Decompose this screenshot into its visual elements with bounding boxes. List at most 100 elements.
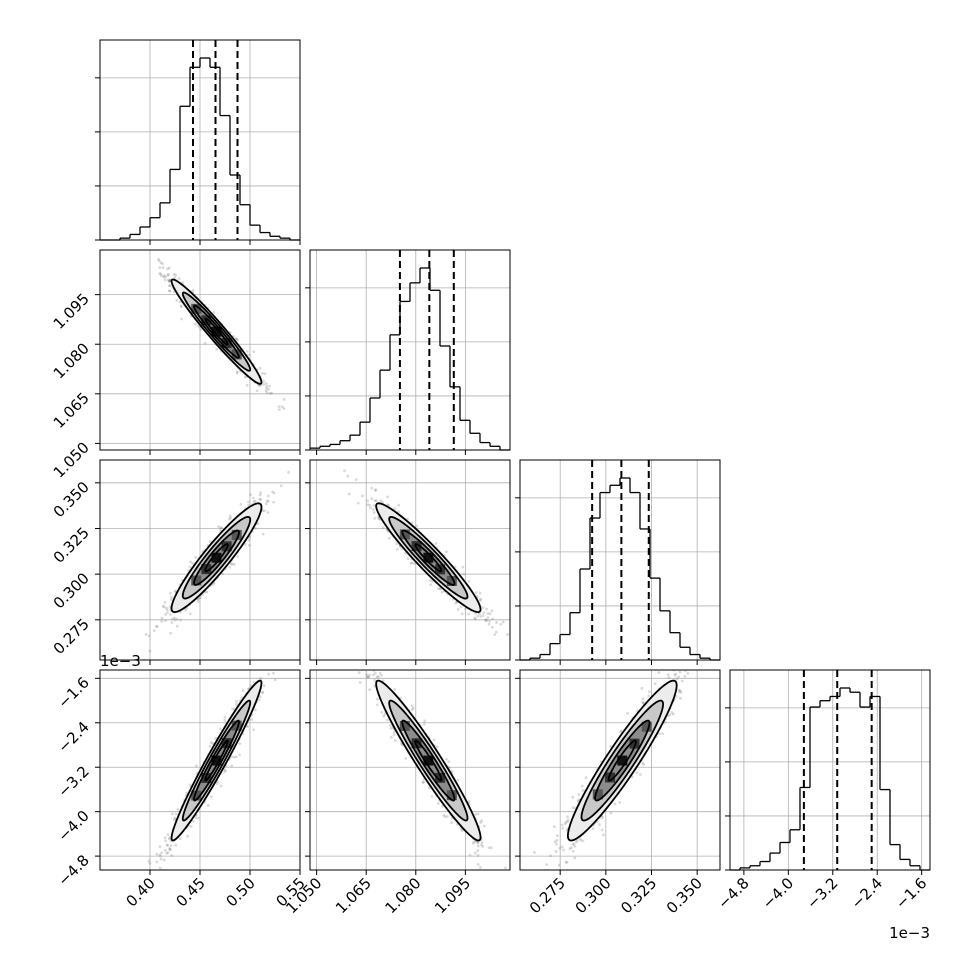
sample-point <box>268 391 272 395</box>
sample-point <box>495 621 498 624</box>
scatter-panel-3-1 <box>95 459 301 665</box>
sample-point <box>422 722 426 726</box>
density-cell <box>211 552 222 563</box>
sample-point <box>350 654 353 657</box>
sample-point <box>512 881 515 884</box>
sample-point <box>410 561 414 565</box>
sample-point <box>252 496 255 500</box>
sample-point <box>467 799 471 803</box>
sample-point <box>571 795 575 799</box>
sample-point <box>358 681 362 684</box>
y-tick-label-4: −4.8 <box>54 851 92 889</box>
sample-point <box>647 694 651 698</box>
sample-point <box>178 837 182 841</box>
sample-point <box>674 672 678 676</box>
sample-point <box>409 561 413 565</box>
sample-point <box>166 273 170 277</box>
sample-point <box>494 872 497 875</box>
sample-point <box>467 579 471 583</box>
sample-point <box>346 474 350 478</box>
sample-point <box>167 266 171 270</box>
sample-point <box>160 877 163 880</box>
density-cell <box>423 552 434 563</box>
sample-point <box>609 744 613 748</box>
sample-point <box>609 811 613 815</box>
sample-point <box>379 666 382 669</box>
sample-point <box>480 843 483 847</box>
sample-point <box>683 675 687 678</box>
sample-point <box>464 607 467 611</box>
sample-point <box>169 631 173 635</box>
sample-point <box>258 663 261 666</box>
sample-point <box>168 847 172 851</box>
sample-point <box>478 591 482 595</box>
sample-point <box>238 753 241 757</box>
sample-point <box>490 625 494 629</box>
sample-point <box>269 665 272 668</box>
sample-point <box>460 612 464 616</box>
sample-point <box>373 499 377 503</box>
sample-point <box>445 757 448 761</box>
sample-point <box>260 691 264 695</box>
sample-point <box>153 874 156 877</box>
sample-point <box>215 347 219 351</box>
x-tick-label-4: −4.8 <box>714 874 752 912</box>
sample-point <box>174 812 178 816</box>
sample-point <box>195 764 198 768</box>
x-tick-label-4: −3.2 <box>803 874 841 912</box>
sample-point <box>462 572 466 576</box>
sample-point <box>386 495 389 499</box>
contour-line <box>375 679 482 842</box>
sample-point <box>228 514 232 518</box>
contour-line <box>414 543 443 573</box>
sample-point <box>545 863 548 867</box>
sample-point <box>380 710 384 714</box>
sample-point <box>161 262 164 266</box>
sample-point <box>598 823 601 826</box>
sample-point <box>266 494 270 498</box>
sample-point <box>228 517 231 521</box>
sample-point <box>215 782 219 785</box>
sample-point <box>473 851 477 855</box>
sample-point <box>166 273 170 276</box>
sample-point <box>668 713 672 717</box>
sample-point <box>164 275 167 279</box>
sample-point <box>179 305 183 309</box>
sample-point <box>368 503 372 507</box>
sample-point <box>679 690 683 694</box>
sample-point <box>663 720 667 724</box>
sample-point <box>354 478 358 482</box>
sample-point <box>581 789 585 793</box>
sample-point <box>230 755 234 759</box>
density-cell <box>399 720 410 731</box>
sample-point <box>373 517 377 520</box>
sample-point <box>642 762 645 766</box>
sample-point <box>381 526 385 530</box>
density-cell <box>191 303 202 314</box>
sample-point <box>365 673 369 677</box>
sample-point <box>155 625 159 628</box>
sample-point <box>555 842 558 846</box>
sample-point <box>404 757 408 760</box>
sample-point <box>482 611 486 615</box>
sample-point <box>218 727 222 731</box>
sample-point <box>273 678 277 682</box>
sample-point <box>191 288 195 292</box>
sample-point <box>168 846 172 850</box>
sample-point <box>194 322 197 326</box>
sample-point <box>678 670 682 674</box>
sample-point <box>173 816 177 820</box>
sample-point <box>175 624 179 628</box>
sample-point <box>435 745 439 749</box>
sample-point <box>189 825 193 828</box>
sample-point <box>173 276 176 280</box>
sample-point <box>271 490 275 494</box>
sample-point <box>504 866 507 870</box>
sample-point <box>549 854 552 858</box>
sample-point <box>476 812 480 816</box>
sample-point <box>274 663 277 666</box>
sample-point <box>170 621 174 625</box>
sample-point <box>217 525 220 529</box>
sample-point <box>168 284 172 288</box>
sample-point <box>383 712 387 716</box>
